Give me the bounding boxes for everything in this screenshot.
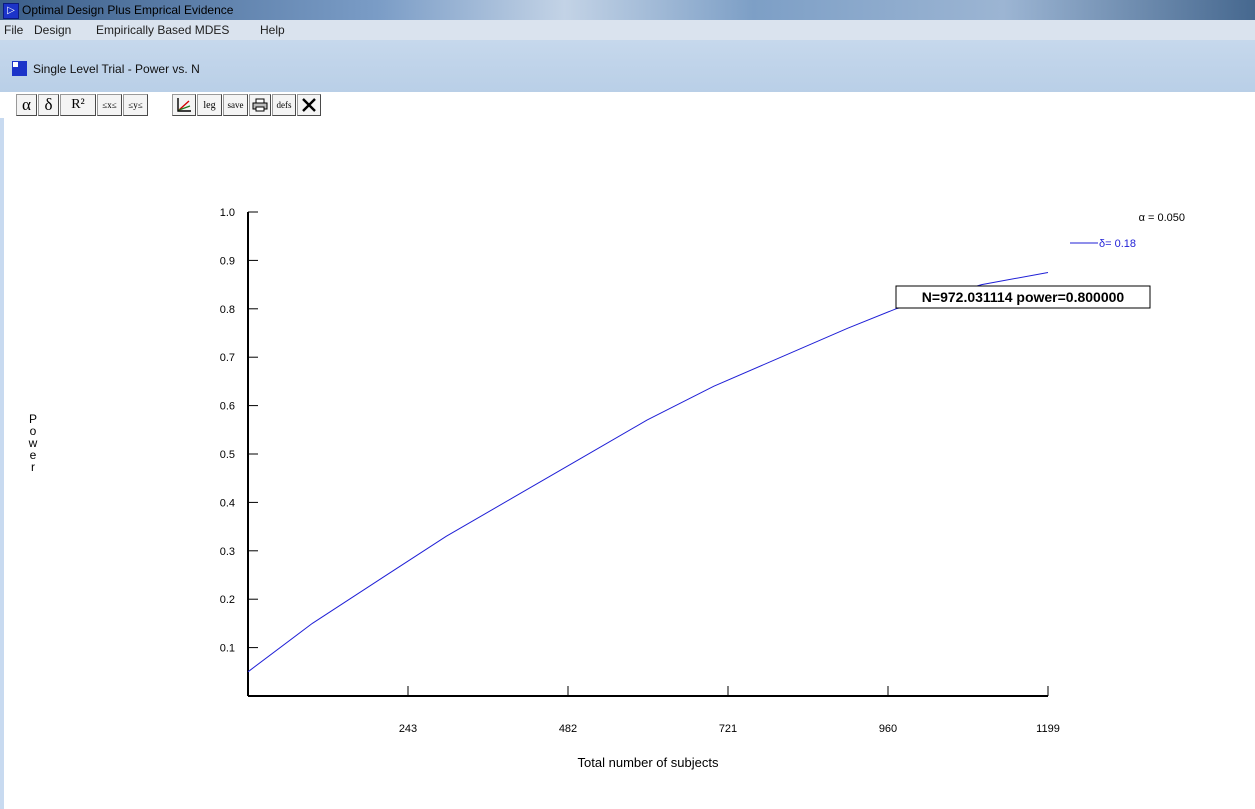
legend-alpha-label: α = 0.050 (1139, 212, 1185, 224)
x-axis-label: Total number of subjects (578, 755, 719, 770)
y-tick-label: 0.1 (220, 643, 235, 655)
mdi-background (0, 40, 1255, 92)
y-axis-label-char: o (30, 424, 37, 438)
menu-file[interactable]: File (4, 23, 24, 37)
window-left-border (0, 118, 4, 809)
alpha-button-label: α (22, 95, 31, 114)
series-layer (247, 272, 1049, 673)
save-button[interactable]: save (223, 94, 248, 116)
y-tick-label: 0.8 (220, 304, 235, 316)
menu-help[interactable]: Help (260, 23, 285, 37)
y-axis-label-char: w (28, 436, 38, 450)
x-axis: 243 482 721 960 1199 (248, 686, 1060, 735)
y-axis-label-char: r (31, 460, 35, 474)
y-tick-label: 1.0 (220, 207, 235, 219)
y-tick-label: 0.2 (220, 594, 235, 606)
printer-icon (252, 98, 268, 112)
defaults-button[interactable]: defs (272, 94, 296, 116)
y-axis-label-char: e (30, 448, 37, 462)
document-icon (12, 61, 27, 76)
sample-size-1-label: ≤x≤ (102, 100, 117, 110)
r-squared-button-label: R² (71, 97, 85, 112)
y-tick-label: 0.9 (220, 255, 235, 267)
x-tick-label: 960 (879, 723, 897, 735)
annotation-box (895, 285, 1151, 309)
print-button[interactable] (249, 94, 271, 116)
alpha-button[interactable]: α (16, 94, 37, 116)
x-tick-label: 243 (399, 723, 417, 735)
x-tick-label: 1199 (1036, 723, 1060, 735)
y-tick-label: 0.6 (220, 401, 235, 413)
y-tick-label: 0.4 (220, 497, 235, 509)
document-title: Single Level Trial - Power vs. N (33, 62, 200, 76)
window-title: Optimal Design Plus Emprical Evidence (22, 3, 234, 17)
menu-design[interactable]: Design (34, 23, 72, 37)
toolbar: α δ R² ≤x≤ ≤y≤ leg save defs (0, 92, 1255, 118)
menu-bar: File Design Empirically Based MDES Help (0, 20, 1255, 40)
document-title-bar: Single Level Trial - Power vs. N (12, 61, 200, 76)
y-axis-label-char: P (29, 412, 37, 426)
annotation-text: N=972.031114 power=0.800000 (922, 289, 1125, 305)
sample-size-1-button[interactable]: ≤x≤ (97, 94, 122, 116)
app-icon[interactable]: ▷ (3, 3, 19, 19)
legend-button[interactable]: leg (197, 94, 222, 116)
close-icon (302, 98, 316, 112)
r-squared-button[interactable]: R² (60, 94, 96, 116)
save-button-label: save (227, 100, 244, 110)
defaults-button-label: defs (276, 100, 292, 110)
legend: α = 0.050 δ= 0.18 (1070, 212, 1185, 250)
sample-size-2-label: ≤y≤ (128, 100, 143, 110)
y-tick-label: 0.5 (220, 449, 235, 461)
x-tick-label: 482 (559, 723, 577, 735)
delta-button[interactable]: δ (38, 94, 59, 116)
y-tick-label: 0.3 (220, 546, 235, 558)
close-chart-button[interactable] (297, 94, 321, 116)
axis-button[interactable] (172, 94, 196, 116)
y-tick-label: 0.7 (220, 352, 235, 364)
legend-button-label: leg (203, 99, 216, 111)
power-annotation: N=972.031114 power=0.800000 (895, 285, 1151, 309)
menu-empirically-based-mdes[interactable]: Empirically Based MDES (96, 23, 230, 37)
axis-icon (177, 98, 191, 112)
y-axis: 0.1 0.2 0.3 0.4 0.5 0.6 0.7 0.8 0.9 1.0 (220, 207, 258, 696)
legend-series-label: δ= 0.18 (1099, 238, 1136, 250)
title-bar: ▷ Optimal Design Plus Emprical Evidence (0, 0, 1255, 20)
power-curve (247, 272, 1049, 673)
delta-button-label: δ (44, 95, 53, 114)
x-tick-label: 721 (719, 723, 737, 735)
sample-size-2-button[interactable]: ≤y≤ (123, 94, 148, 116)
